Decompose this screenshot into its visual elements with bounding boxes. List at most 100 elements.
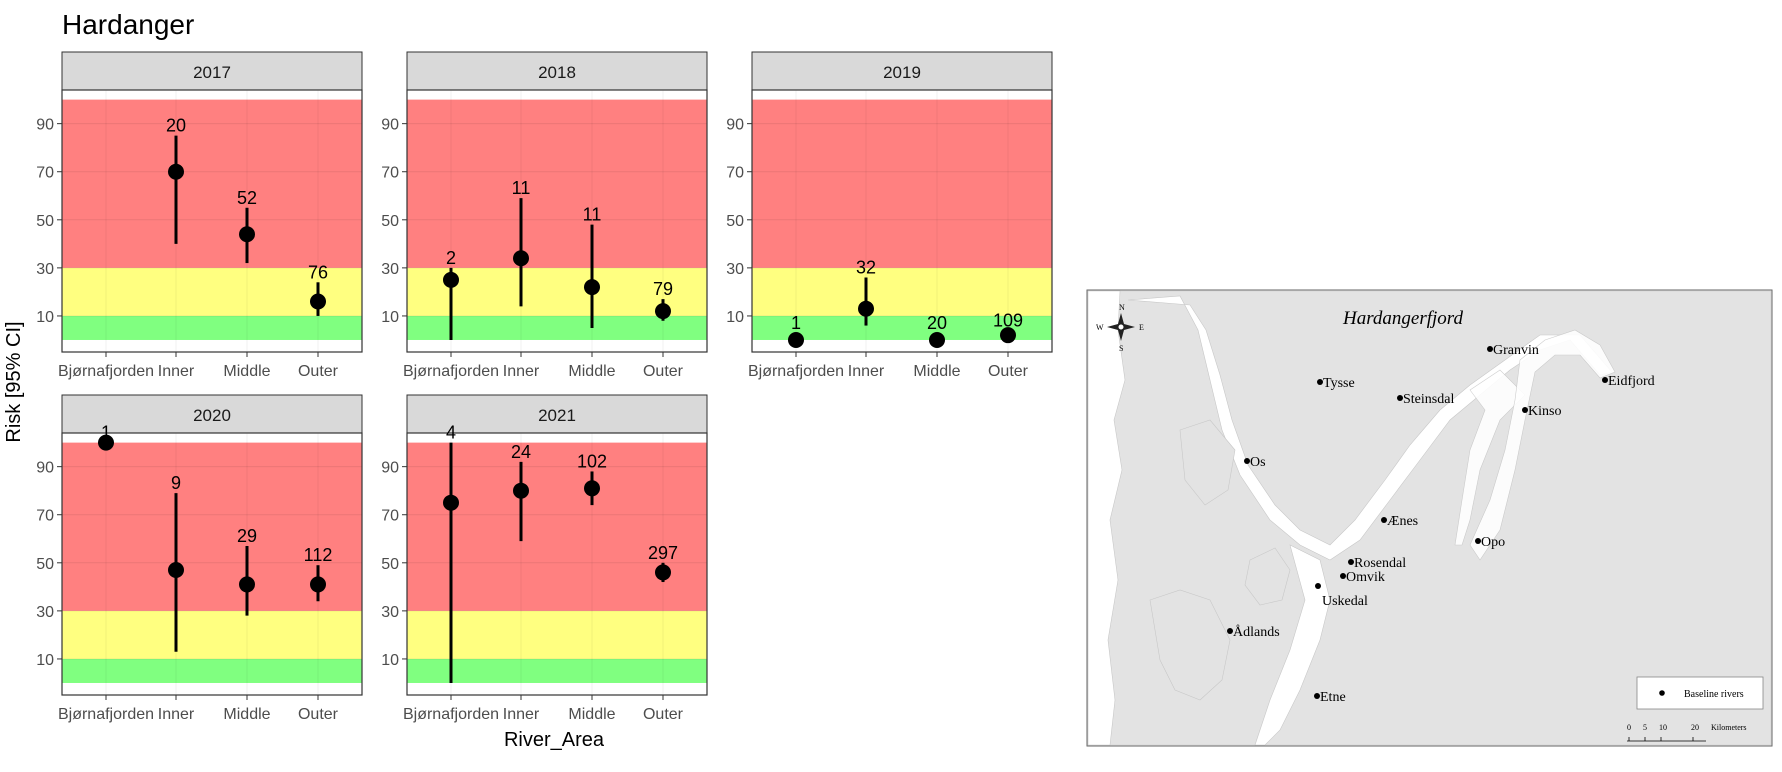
x-tick-label: Inner: [503, 363, 540, 380]
data-point: [1000, 327, 1016, 344]
map-legend-box: [1636, 676, 1764, 710]
x-tick-label: Outer: [298, 363, 339, 380]
data-point: [239, 226, 255, 243]
y-tick-label: 50: [36, 556, 54, 573]
y-tick-label: 10: [381, 309, 399, 326]
map-place-label: Kinso: [1528, 404, 1561, 419]
facet-strip: [61, 394, 363, 434]
data-point: [788, 331, 804, 348]
map-place-marker: [1227, 628, 1233, 634]
facet-strip-label: 2017: [193, 63, 231, 82]
data-label-n: 29: [237, 526, 257, 546]
y-tick-label: 30: [381, 604, 399, 621]
data-point: [513, 250, 529, 267]
data-label-n: 32: [856, 257, 876, 277]
data-label-n: 20: [927, 313, 947, 333]
x-tick-label: Bjørnafjorden: [403, 706, 499, 723]
x-tick-label: Inner: [158, 363, 195, 380]
facet-panel-2021: 2021 10 30 50 70 90 Bjørnafjorden Inner Middle Ou…: [381, 394, 708, 723]
scalebar-label: 20: [1691, 723, 1699, 732]
y-tick-label: 10: [36, 309, 54, 326]
y-tick-label: 70: [381, 508, 399, 525]
y-tick-label: 50: [381, 213, 399, 230]
x-tick-label: Outer: [988, 363, 1029, 380]
data-label-n: 11: [512, 178, 531, 198]
map-place-marker: [1381, 517, 1387, 523]
compass-s: S: [1119, 344, 1123, 353]
data-point: [310, 293, 326, 310]
data-point: [513, 482, 529, 499]
y-tick-label: 90: [381, 460, 399, 477]
map-place-label: Rosendal: [1354, 556, 1406, 571]
x-tick-label: Inner: [503, 706, 540, 723]
map-place-label: Opo: [1481, 535, 1505, 550]
map-legend: Baseline rivers: [1636, 676, 1764, 710]
risk-band-1: [752, 267, 1052, 316]
y-tick-label: 90: [36, 460, 54, 477]
risk-band-0: [62, 658, 362, 683]
x-tick-label: Outer: [643, 363, 684, 380]
map-place-label: Tysse: [1323, 376, 1355, 391]
x-tick-label: Middle: [568, 706, 615, 723]
map-place-marker: [1314, 693, 1320, 699]
data-label-n: 11: [583, 205, 602, 225]
facet-panel-2018: 2018 10 30 50 70 90 Bjørnafjorden Inner Middle Ou…: [381, 51, 708, 380]
y-tick-label: 30: [36, 604, 54, 621]
panel-border: [406, 89, 708, 353]
data-point: [655, 564, 671, 581]
x-tick-label: Bjørnafjorden: [403, 363, 499, 380]
compass-e: E: [1139, 323, 1144, 332]
x-tick-label: Bjørnafjorden: [748, 363, 844, 380]
scalebar-label: 5: [1643, 723, 1647, 732]
map-place-label: Eidfjord: [1608, 374, 1655, 389]
risk-band-0: [62, 315, 362, 340]
y-tick-label: 70: [726, 165, 744, 182]
data-label-n: 4: [446, 423, 456, 443]
x-tick-label: Bjørnafjorden: [58, 363, 154, 380]
y-tick-label: 10: [381, 652, 399, 669]
y-tick-label: 10: [36, 652, 54, 669]
x-tick-label: Middle: [223, 706, 270, 723]
data-label-n: 1: [101, 423, 111, 443]
facet-strip: [406, 51, 708, 91]
map-place-label: Granvin: [1493, 343, 1539, 358]
y-tick-label: 30: [36, 261, 54, 278]
y-tick-label: 10: [726, 309, 744, 326]
data-label-n: 297: [648, 543, 678, 563]
y-axis-title: Risk [95% CI]: [3, 321, 25, 442]
map-place-marker: [1487, 346, 1493, 352]
data-point: [443, 271, 459, 288]
y-tick-label: 50: [726, 213, 744, 230]
y-tick-label: 70: [36, 508, 54, 525]
data-label-n: 112: [304, 545, 333, 565]
facet-strip-label: 2019: [883, 63, 921, 82]
data-point: [584, 480, 600, 497]
data-label-n: 24: [511, 442, 531, 462]
map-legend-marker: [1659, 690, 1665, 696]
y-tick-label: 30: [726, 261, 744, 278]
data-label-n: 76: [308, 262, 328, 282]
facet-strip-label: 2021: [538, 406, 576, 425]
map-place-label: Os: [1250, 455, 1266, 470]
map-legend-label: Baseline rivers: [1684, 689, 1744, 700]
data-point: [858, 300, 874, 317]
risk-band-2: [62, 99, 362, 268]
data-point: [98, 434, 114, 451]
map-place-label: Omvik: [1346, 570, 1385, 585]
map-places: Granvin Eidfjord Tysse Steinsdal Kinso Os Ænes…: [1227, 343, 1655, 705]
data-point: [310, 576, 326, 593]
data-point: [168, 163, 184, 180]
x-tick-label: Middle: [568, 363, 615, 380]
compass-w: W: [1096, 323, 1104, 332]
risk-band-1: [62, 267, 362, 316]
risk-band-2: [752, 99, 1052, 268]
data-point: [239, 576, 255, 593]
data-label-n: 52: [237, 188, 257, 208]
data-point: [584, 279, 600, 296]
y-tick-label: 50: [36, 213, 54, 230]
facet-strip: [406, 394, 708, 434]
map-scalebar: Kilometers 0 5 10 20: [1627, 723, 1747, 742]
facet-strip-label: 2020: [193, 406, 231, 425]
x-axis-title: River_Area: [504, 729, 605, 751]
